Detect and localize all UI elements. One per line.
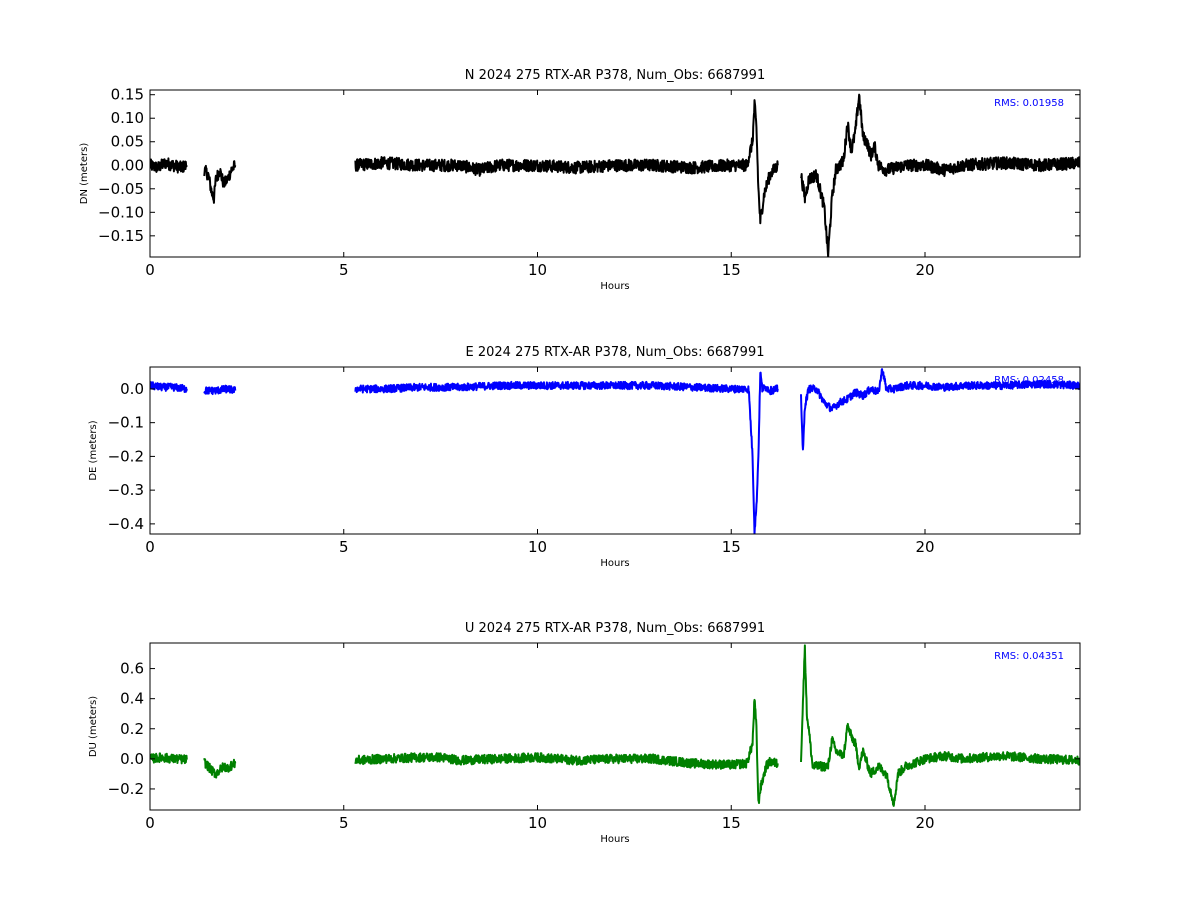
series-n-0 <box>150 93 1080 257</box>
y-tick-label-n-6: 0.15 <box>111 86 144 104</box>
series-line-n-1 <box>203 160 237 204</box>
chart-title-n: N 2024 275 RTX-AR P378, Num_Obs: 6687991 <box>465 68 765 83</box>
y-tick-label-u-3: 0.4 <box>120 690 144 708</box>
y-tick-label-e-1: −0.3 <box>108 481 144 499</box>
x-tick-label-u-4: 20 <box>915 814 934 832</box>
panel-e: E 2024 275 RTX-AR P378, Num_Obs: 6687991… <box>88 345 1081 569</box>
y-tick-label-n-0: −0.15 <box>98 227 144 245</box>
y-tick-label-n-3: 0.00 <box>111 156 144 174</box>
x-tick-label-n-4: 20 <box>915 261 934 279</box>
x-tick-label-u-2: 10 <box>528 814 547 832</box>
panel-u: U 2024 275 RTX-AR P378, Num_Obs: 6687991… <box>88 621 1081 845</box>
y-tick-label-n-2: −0.05 <box>98 180 144 198</box>
x-tick-label-u-3: 15 <box>722 814 741 832</box>
series-line-e-0 <box>150 381 188 393</box>
series-line-n-2 <box>354 99 779 225</box>
x-tick-label-u-0: 0 <box>145 814 155 832</box>
x-axis-label-u: Hours <box>600 834 629 845</box>
y-tick-label-e-2: −0.2 <box>108 447 144 465</box>
x-tick-label-n-2: 10 <box>528 261 547 279</box>
x-axis-label-n: Hours <box>600 281 629 292</box>
rms-annotation-n: RMS: 0.01958 <box>994 98 1064 109</box>
plot-frame-u <box>149 642 1081 811</box>
y-tick-label-n-4: 0.05 <box>111 133 144 151</box>
plot-frame-n <box>149 89 1081 258</box>
chart-title-e: E 2024 275 RTX-AR P378, Num_Obs: 6687991 <box>466 345 765 360</box>
y-tick-label-e-3: −0.1 <box>108 414 144 432</box>
y-tick-label-u-0: −0.2 <box>108 780 144 798</box>
series-line-n-3 <box>800 93 1080 257</box>
x-tick-label-e-4: 20 <box>915 538 934 556</box>
y-tick-label-e-0: −0.4 <box>108 515 144 533</box>
series-line-u-1 <box>203 757 237 779</box>
y-axis-label-n: DN (meters) <box>79 143 90 205</box>
x-tick-label-n-3: 15 <box>722 261 741 279</box>
panel-n: N 2024 275 RTX-AR P378, Num_Obs: 6687991… <box>79 68 1081 292</box>
x-tick-label-n-0: 0 <box>145 261 155 279</box>
series-line-n-0 <box>150 157 188 174</box>
rms-annotation-e: RMS: 0.02458 <box>994 375 1064 386</box>
x-tick-label-e-2: 10 <box>528 538 547 556</box>
series-line-e-1 <box>203 384 237 396</box>
x-tick-label-e-1: 5 <box>339 538 349 556</box>
y-tick-label-u-1: 0.0 <box>120 750 144 768</box>
x-tick-label-u-1: 5 <box>339 814 349 832</box>
chart-title-u: U 2024 275 RTX-AR P378, Num_Obs: 6687991 <box>465 621 765 636</box>
y-tick-label-u-4: 0.6 <box>120 660 144 678</box>
rms-annotation-u: RMS: 0.04351 <box>994 651 1064 662</box>
series-line-e-2 <box>354 371 779 534</box>
x-axis-label-e: Hours <box>600 558 629 569</box>
y-axis-label-u: DU (meters) <box>88 696 99 757</box>
x-tick-label-e-3: 15 <box>722 538 741 556</box>
series-line-u-0 <box>150 752 188 765</box>
y-tick-label-e-4: 0.0 <box>120 380 144 398</box>
y-tick-label-u-2: 0.2 <box>120 720 144 738</box>
series-e-0 <box>150 368 1080 534</box>
x-tick-label-n-1: 5 <box>339 261 349 279</box>
plot-frame-e <box>149 366 1081 535</box>
y-tick-label-n-1: −0.10 <box>98 203 144 221</box>
x-tick-label-e-0: 0 <box>145 538 155 556</box>
y-tick-label-n-5: 0.10 <box>111 109 144 127</box>
series-line-u-3 <box>800 644 1080 807</box>
series-line-u-2 <box>354 698 779 805</box>
series-line-e-3 <box>800 368 1080 451</box>
y-axis-label-e: DE (meters) <box>88 420 99 480</box>
series-u-0 <box>150 644 1080 807</box>
